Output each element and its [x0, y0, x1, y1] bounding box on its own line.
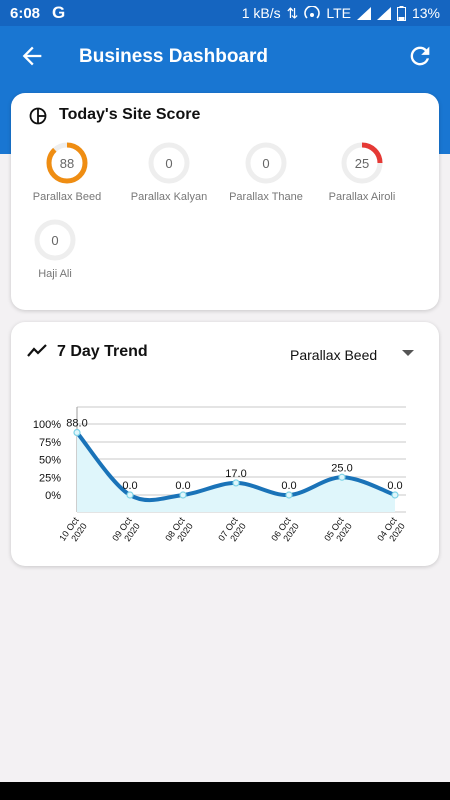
signal-icon-2	[376, 6, 391, 20]
y-tick-label: 0%	[45, 490, 61, 502]
x-tick-label: 04 Oct2020	[375, 515, 407, 549]
data-point	[73, 428, 81, 437]
trend-chart: 0% 25% 50% 75% 100% 88.0 10 Oct2020 0.0 09 Oct20…	[33, 406, 407, 549]
x-tick-label: 09 Oct2020	[110, 515, 142, 549]
site-score-card: Today's Site Score 88 Parallax Beed 0 Paral…	[11, 93, 439, 310]
site-dropdown[interactable]: Parallax Beed	[290, 347, 378, 363]
y-tick-label: 75%	[39, 437, 61, 449]
data-arrows-icon: ⇅	[286, 4, 299, 21]
site-score-item: 25 Parallax Airoli	[307, 141, 417, 203]
score-value: 0	[165, 156, 172, 171]
area-fill	[77, 432, 395, 512]
site-score-title: Today's Site Score	[59, 106, 201, 123]
score-value: 25	[355, 156, 369, 171]
score-value: 88	[60, 156, 74, 171]
status-bar: 6:08 G 1 kB/s ⇅ LTE 13%	[0, 0, 450, 26]
site-name-label: Haji Ali	[38, 268, 72, 280]
y-tick-label: 25%	[39, 472, 61, 484]
pie-chart-icon	[29, 107, 47, 125]
score-value: 0	[262, 156, 269, 171]
chevron-down-icon[interactable]	[402, 350, 414, 356]
trending-icon	[27, 344, 47, 357]
data-point	[391, 491, 399, 499]
hotspot-icon	[304, 6, 321, 19]
trend-title: 7 Day Trend	[57, 343, 148, 360]
data-point	[285, 491, 293, 499]
x-tick-label: 07 Oct2020	[216, 515, 248, 549]
site-name-label: Parallax Beed	[32, 191, 102, 203]
data-label: 0.0	[281, 480, 296, 492]
data-label: 25.0	[331, 462, 352, 474]
network-type: LTE	[326, 5, 351, 21]
trend-card: 7 Day Trend Parallax Beed 0% 25% 50% 75% 100…	[11, 322, 439, 566]
site-score-item: 88 Parallax Beed	[12, 141, 122, 203]
data-point	[179, 491, 187, 499]
refresh-icon[interactable]	[406, 42, 434, 70]
score-ring: 0	[245, 142, 287, 184]
back-arrow-icon[interactable]	[18, 42, 46, 70]
data-point	[338, 473, 346, 481]
battery-level: 13%	[411, 5, 440, 21]
site-score-item: 0 Parallax Kalyan	[114, 141, 224, 203]
network-speed: 1 kB/s	[241, 5, 281, 21]
x-tick-label: 10 Oct2020	[57, 515, 89, 549]
score-ring: 0	[34, 219, 76, 261]
site-name-label: Parallax Thane	[229, 191, 303, 203]
y-tick-label: 50%	[39, 455, 61, 467]
battery-icon	[396, 5, 406, 21]
x-tick-label: 05 Oct2020	[322, 515, 354, 549]
site-score-item: 0 Parallax Thane	[211, 141, 321, 203]
x-tick-label: 06 Oct2020	[269, 515, 301, 549]
status-right: 1 kB/s ⇅ LTE 13%	[242, 5, 440, 22]
data-point	[126, 491, 134, 499]
score-ring: 25	[341, 142, 383, 184]
site-name-label: Parallax Kalyan	[130, 191, 208, 203]
page-title: Business Dashboard	[79, 46, 268, 67]
system-nav-bar	[0, 782, 450, 800]
status-time: 6:08	[10, 4, 41, 22]
score-ring: 88	[46, 142, 88, 184]
data-label: 0.0	[175, 480, 190, 492]
data-point	[232, 479, 240, 487]
data-label: 88.0	[66, 418, 87, 430]
data-label: 17.0	[225, 468, 246, 480]
score-value: 0	[51, 233, 58, 248]
data-label: 0.0	[122, 480, 137, 492]
data-label: 0.0	[387, 480, 402, 492]
google-icon: G	[52, 3, 66, 22]
score-ring: 0	[148, 142, 190, 184]
signal-icon	[356, 6, 371, 20]
x-tick-label: 08 Oct2020	[163, 515, 195, 549]
site-name-label: Parallax Airoli	[328, 191, 396, 203]
y-tick-label: 100%	[33, 419, 61, 431]
site-score-item: 0 Haji Ali	[0, 218, 110, 280]
